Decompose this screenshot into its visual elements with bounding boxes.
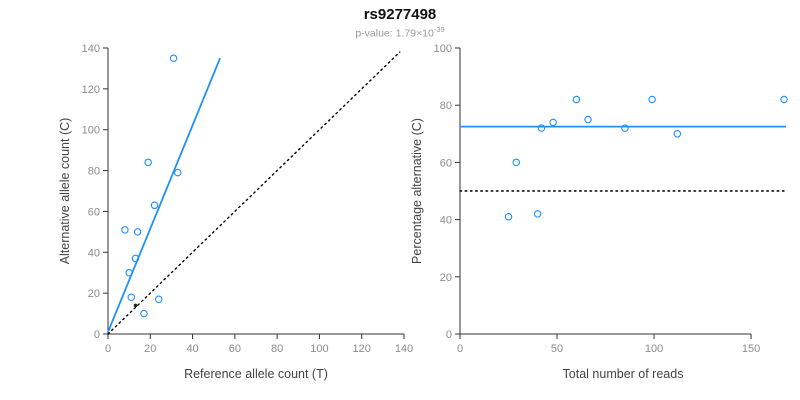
data-point — [621, 124, 629, 132]
x-tick-label: 100 — [645, 343, 663, 355]
y-tick-label: 120 — [82, 84, 100, 96]
data-point — [504, 212, 513, 221]
data-point — [169, 54, 178, 62]
x-tick-label: 0 — [457, 343, 463, 355]
x-axis-title: Reference allele count (T) — [184, 367, 328, 381]
figure-title: rs9277498 — [363, 6, 437, 23]
y-tick-label: 100 — [434, 43, 452, 55]
data-point — [121, 226, 129, 234]
x-tick-label: 100 — [310, 343, 328, 355]
data-point — [140, 309, 148, 318]
x-tick-label: 0 — [105, 343, 111, 355]
y-axis-title: Alternative allele count (C) — [58, 118, 72, 265]
data-point — [174, 168, 182, 177]
data-point — [154, 295, 163, 304]
y-tick-label: 0 — [446, 329, 452, 341]
data-point — [533, 210, 542, 218]
x-tick-label: 150 — [742, 343, 760, 355]
data-point-filled — [133, 303, 138, 308]
y-tick-label: 20 — [440, 272, 452, 284]
data-point — [673, 130, 682, 138]
percentage-reads-scatter-plot: 0 50 100 150 0 20 40 60 80 100 Total number of rea… — [410, 43, 788, 381]
y-tick-label: 80 — [88, 166, 100, 178]
y-tick-label: 80 — [440, 100, 452, 112]
data-point — [537, 124, 546, 132]
pvalue-text: p-value: 1.79×10 — [355, 27, 434, 40]
data-point — [150, 201, 159, 210]
data-point — [144, 158, 152, 167]
y-axis-title: Percentage alternative (C) — [410, 118, 424, 264]
y-tick-label: 140 — [82, 43, 100, 55]
data-point — [780, 95, 788, 104]
data-point — [584, 115, 592, 124]
y-tick-label: 40 — [88, 247, 100, 259]
x-axis-title: Total number of reads — [563, 367, 684, 381]
data-point — [648, 95, 656, 104]
data-point — [512, 158, 521, 167]
y-tick-label: 40 — [440, 215, 452, 227]
x-tick-label: 140 — [395, 343, 413, 355]
x-tick-label: 50 — [551, 343, 563, 355]
data-point — [549, 118, 557, 127]
figure-subtitle: p-value: 1.79×10-39 — [0, 25, 800, 40]
identity-line — [107, 51, 401, 335]
data-point — [131, 254, 140, 263]
pvalue-exponent: -39 — [433, 25, 445, 34]
y-tick-label: 60 — [440, 157, 452, 169]
regression-line — [107, 57, 221, 333]
data-point — [127, 293, 136, 301]
allele-count-scatter-plot: 0 20 40 60 80 100 120 140 0 20 40 60 80 100 120 140 Refe… — [58, 43, 413, 381]
plots-row: 0 20 40 60 80 100 120 140 0 20 40 60 80 100 120 140 Refe… — [0, 38, 800, 398]
x-tick-label: 120 — [353, 343, 371, 355]
data-point — [125, 268, 133, 277]
y-tick-label: 0 — [94, 329, 100, 341]
x-tick-label: 80 — [271, 343, 283, 355]
figure-header: rs9277498 p-value: 1.79×10-39 — [0, 6, 800, 40]
y-tick-label: 60 — [88, 206, 100, 218]
x-tick-label: 20 — [144, 343, 156, 355]
x-tick-label: 60 — [229, 343, 241, 355]
data-point — [572, 95, 581, 104]
x-tick-label: 40 — [186, 343, 198, 355]
y-tick-label: 20 — [88, 288, 100, 300]
y-tick-label: 100 — [82, 125, 100, 137]
data-point — [133, 228, 142, 236]
